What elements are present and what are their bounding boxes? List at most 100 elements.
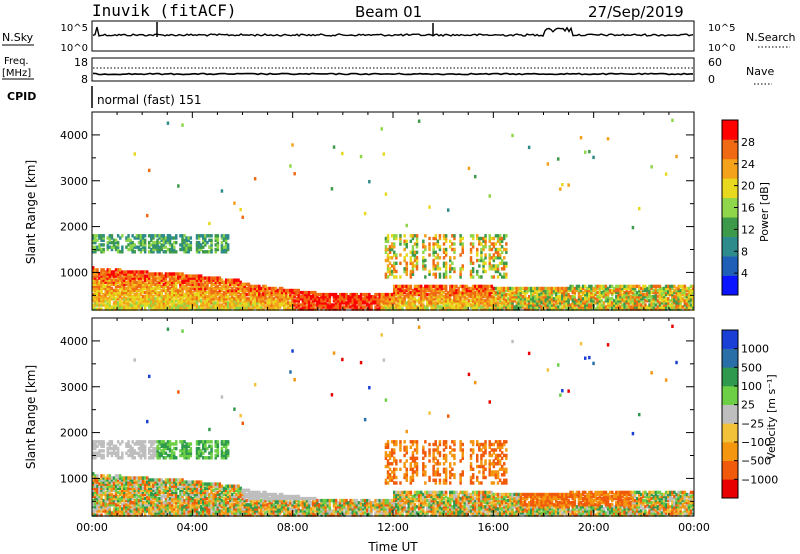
power-cell (173, 301, 176, 305)
velocity-cell (152, 478, 155, 482)
power-cell (480, 284, 483, 289)
power-cell (222, 305, 226, 309)
power-cell (457, 299, 460, 303)
power-cell (287, 307, 290, 311)
power-cell (152, 282, 155, 286)
power-cell (621, 288, 624, 293)
power-cell (633, 284, 637, 289)
power-cell (552, 299, 556, 303)
power-cell (208, 250, 211, 254)
velocity-cell (170, 494, 174, 499)
power-cell (274, 299, 278, 303)
power-cell (162, 250, 166, 254)
power-cell (334, 292, 338, 297)
power-cell (505, 234, 508, 238)
power-cell (631, 225, 635, 230)
velocity-cell (92, 474, 95, 478)
power-cell (191, 299, 195, 303)
velocity-cell (102, 492, 105, 497)
power-cell (108, 238, 112, 242)
velocity-cell (150, 494, 153, 499)
power-cell (297, 297, 300, 301)
power-cell (243, 301, 246, 305)
power-cell (376, 301, 379, 305)
power-cell (96, 245, 99, 249)
power-colorbar-tick-label: 8 (741, 245, 748, 258)
power-cell (156, 280, 159, 284)
velocity-cell (164, 444, 168, 448)
power-cell (293, 303, 296, 307)
power-cell (189, 286, 193, 291)
power-cell (114, 286, 118, 291)
power-cell (173, 292, 176, 297)
power-cell (229, 301, 232, 305)
power-cell (366, 303, 369, 307)
power-cell (546, 303, 550, 307)
power-cell (123, 274, 126, 278)
power-cell (546, 301, 550, 305)
power-cell (237, 290, 240, 295)
power-cell (390, 269, 394, 274)
power-cell (185, 284, 188, 289)
power-cell (92, 292, 95, 297)
power-cell (222, 295, 226, 299)
power-cell (202, 282, 205, 286)
power-cell (116, 280, 120, 284)
power-cell (224, 299, 228, 303)
power-colorbar-tick-label: 24 (741, 158, 755, 171)
power-cell (467, 290, 471, 295)
power-cell (127, 238, 130, 242)
power-cell (482, 261, 485, 265)
power-cell (148, 288, 151, 293)
power-cell (143, 240, 147, 245)
velocity-cell (106, 490, 109, 495)
power-cell (322, 301, 325, 305)
power-cell (430, 299, 433, 303)
power-cell (500, 301, 504, 305)
power-cell (559, 299, 562, 303)
power-cell (478, 303, 481, 307)
velocity-cell (102, 440, 105, 444)
velocity-cell (170, 498, 174, 503)
power-cell (500, 286, 504, 291)
velocity-cell (170, 484, 174, 488)
power-cell (154, 290, 157, 295)
power-cell (295, 305, 298, 309)
velocity-cell (98, 496, 101, 501)
power-cell (579, 286, 583, 291)
velocity-cell (154, 478, 157, 482)
velocity-cell (125, 492, 128, 497)
power-cell (677, 299, 680, 303)
power-cell (444, 299, 448, 303)
power-cell (110, 307, 114, 311)
power-cell (496, 290, 500, 295)
power-cell (127, 284, 130, 289)
velocity-cell (168, 513, 172, 517)
power-cell (660, 292, 664, 297)
power-cell (444, 297, 448, 301)
power-cell (214, 236, 217, 240)
power-cell (206, 278, 209, 282)
power-cell (152, 245, 155, 249)
power-cell (183, 278, 186, 282)
power-cell (492, 290, 496, 295)
power-cell (283, 299, 286, 303)
power-cell (112, 303, 116, 307)
power-cell (424, 288, 427, 293)
power-cell (179, 280, 182, 284)
power-cell (388, 307, 392, 311)
power-cell (409, 261, 413, 265)
date-title: 27/Sep/2019 (588, 3, 684, 21)
velocity-cell (162, 442, 166, 446)
power-cell (382, 301, 386, 305)
power-cell (571, 297, 574, 301)
power-cell (434, 292, 437, 297)
power-cell (482, 290, 485, 295)
power-cell (417, 297, 421, 301)
power-cell (168, 272, 172, 276)
velocity-cell (123, 503, 126, 507)
power-cell (588, 288, 591, 293)
power-cell (455, 307, 458, 311)
power-cell (125, 297, 128, 301)
power-cell (579, 307, 583, 311)
